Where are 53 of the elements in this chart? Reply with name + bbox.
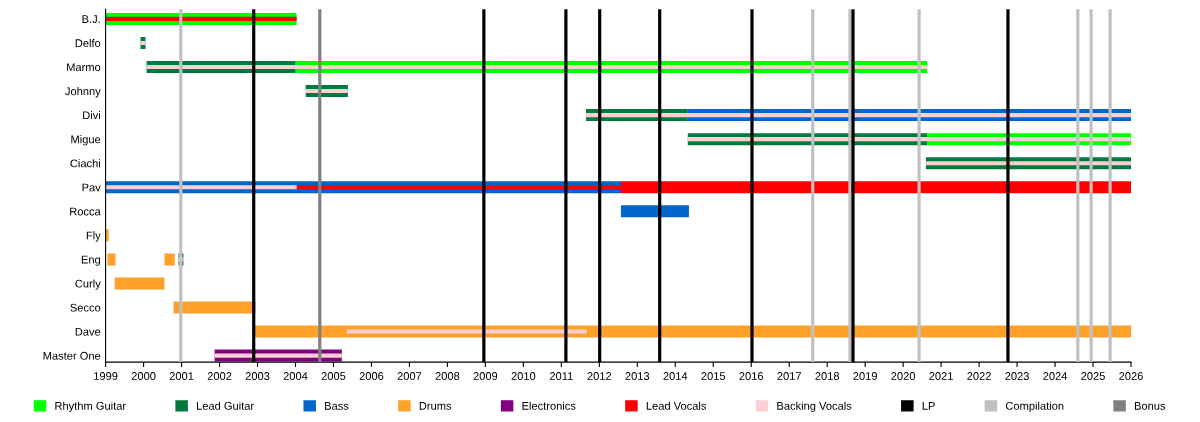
legend-label: Electronics: [522, 401, 576, 410]
x-tick-label: 2024: [1043, 372, 1068, 380]
y-tick-label: Marmo: [67, 63, 101, 72]
x-tick-label: 2020: [891, 372, 916, 380]
y-tick-label: Johnny: [65, 87, 101, 98]
y-tick-label: Pav: [82, 183, 101, 192]
x-tick-label: 2013: [625, 372, 650, 380]
y-tick-label: Rocca: [70, 207, 101, 216]
x-tick-label: 2005: [321, 372, 346, 380]
x-tick-label: 2017: [777, 372, 801, 380]
legend-label: Bonus: [1134, 402, 1166, 410]
x-tick-label: 2002: [207, 372, 232, 380]
y-tick-label: Divi: [83, 111, 100, 120]
x-tick-label: 2003: [245, 372, 270, 380]
x-tick-label: 2015: [701, 372, 726, 380]
x-tick-label: 2008: [435, 372, 460, 380]
legend-label: Lead Guitar: [196, 401, 254, 410]
x-tick-label: 2016: [739, 372, 764, 380]
y-tick-label: Dave: [75, 327, 101, 336]
x-tick-label: 2018: [815, 372, 840, 380]
x-tick-label: 2023: [1005, 372, 1029, 380]
x-tick-label: 2021: [929, 372, 953, 380]
legend-label: Compilation: [1005, 401, 1064, 412]
y-tick-label: B.J.: [82, 15, 100, 24]
x-tick-label: 2010: [511, 372, 536, 380]
y-tick-label: Master One: [43, 351, 101, 360]
y-tick-label: Ciachi: [70, 159, 100, 168]
x-tick-label: 2007: [397, 372, 422, 380]
legend-label: Backing Vocals: [777, 401, 852, 412]
x-tick-label: 2012: [587, 372, 612, 380]
x-tick-label: 2026: [1119, 372, 1143, 380]
y-tick-label: Migue: [71, 135, 101, 146]
x-tick-label: 2006: [359, 372, 384, 380]
y-tick-label: Eng: [81, 255, 101, 266]
x-tick-label: 2004: [283, 372, 308, 380]
x-tick-label: 2000: [131, 372, 156, 380]
x-tick-label: 2019: [853, 372, 877, 380]
legend-label: LP: [922, 402, 935, 410]
x-tick-label: 2001: [169, 372, 194, 380]
x-tick-label: 1999: [94, 372, 118, 380]
x-tick-label: 2009: [473, 372, 498, 380]
y-tick-label: Delfo: [75, 38, 101, 48]
y-tick-label: Secco: [70, 303, 101, 312]
legend-label: Bass: [325, 402, 349, 410]
x-tick-label: 2025: [1081, 372, 1105, 380]
x-tick-label: 2022: [967, 372, 991, 380]
y-tick-label: Curly: [75, 279, 101, 290]
x-tick-label: 2014: [663, 372, 688, 380]
legend-label: Drums: [419, 402, 452, 410]
x-tick-label: 2011: [549, 372, 573, 380]
y-tick-label: Fly: [86, 231, 101, 242]
legend-label: Rhythm Guitar: [55, 401, 126, 412]
legend-label: Lead Vocals: [646, 401, 707, 410]
